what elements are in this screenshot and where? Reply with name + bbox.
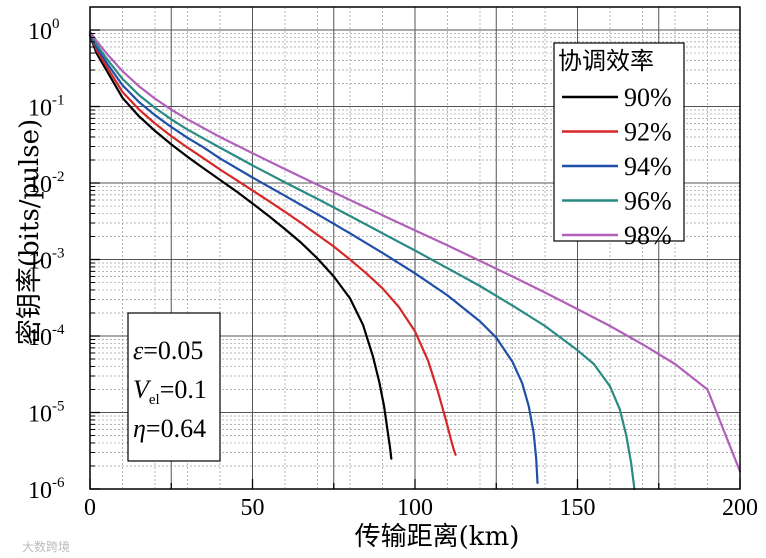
- axis-ticks: [89, 6, 741, 490]
- parameter-box-frame: [127, 312, 221, 462]
- y-axis-label: 密钥率(bits/pulse): [15, 119, 45, 345]
- series-line-2: [88, 33, 457, 456]
- param-epsilon: ε=0.05: [133, 336, 203, 365]
- param-epsilon-symbol: ε: [133, 336, 144, 365]
- y-tick-label: 100: [28, 16, 60, 45]
- x-tick-labels: 0 50 100 150 200: [84, 495, 758, 521]
- param-eta: η=0.64: [133, 414, 206, 443]
- param-eta-value: =0.64: [146, 414, 206, 443]
- param-epsilon-value: =0.05: [143, 336, 203, 365]
- x-tick-label: 150: [560, 495, 596, 521]
- x-tick-label: 100: [397, 495, 433, 521]
- x-tick-label: 200: [722, 495, 758, 521]
- y-tick-label: 10-1: [28, 93, 65, 122]
- series-line-5: [88, 30, 742, 473]
- param-v-symbol: V: [133, 375, 152, 404]
- y-tick-label: 10-3: [28, 246, 65, 275]
- legend-label: 96%: [624, 187, 672, 216]
- x-tick-label: 50: [241, 495, 265, 521]
- series-line-3: [88, 32, 539, 484]
- legend-box: [553, 42, 685, 242]
- legend-label: 90%: [624, 83, 672, 112]
- series-lines: [88, 30, 742, 491]
- y-tick-label: 10-5: [28, 399, 65, 428]
- param-v-subscript: el: [149, 392, 160, 408]
- param-v-el: Vel=0.1: [133, 375, 207, 408]
- watermark: 大数跨境: [22, 539, 70, 554]
- legend-label: 92%: [624, 118, 672, 147]
- param-v-value: =0.1: [160, 375, 207, 404]
- y-tick-label: 10-6: [28, 475, 65, 504]
- series-line-1: [88, 34, 393, 460]
- x-tick-label: 0: [84, 495, 96, 521]
- parameter-box: ε=0.05 Vel=0.1 η=0.64: [127, 312, 221, 462]
- y-tick-labels: 100 10-1 10-2 10-3 10-4 10-5 10-6: [28, 16, 65, 504]
- legend-label: 98%: [624, 221, 672, 250]
- legend-label: 94%: [624, 152, 672, 181]
- param-eta-symbol: η: [133, 414, 146, 443]
- y-tick-label: 10-4: [28, 322, 65, 351]
- series-line-4: [88, 31, 636, 491]
- x-axis-label: 传输距离(km): [355, 522, 520, 552]
- legend: 协调效率 90% 92% 94% 96% 98%: [553, 42, 685, 250]
- legend-title: 协调效率: [558, 47, 654, 75]
- y-tick-label: 10-2: [28, 169, 65, 198]
